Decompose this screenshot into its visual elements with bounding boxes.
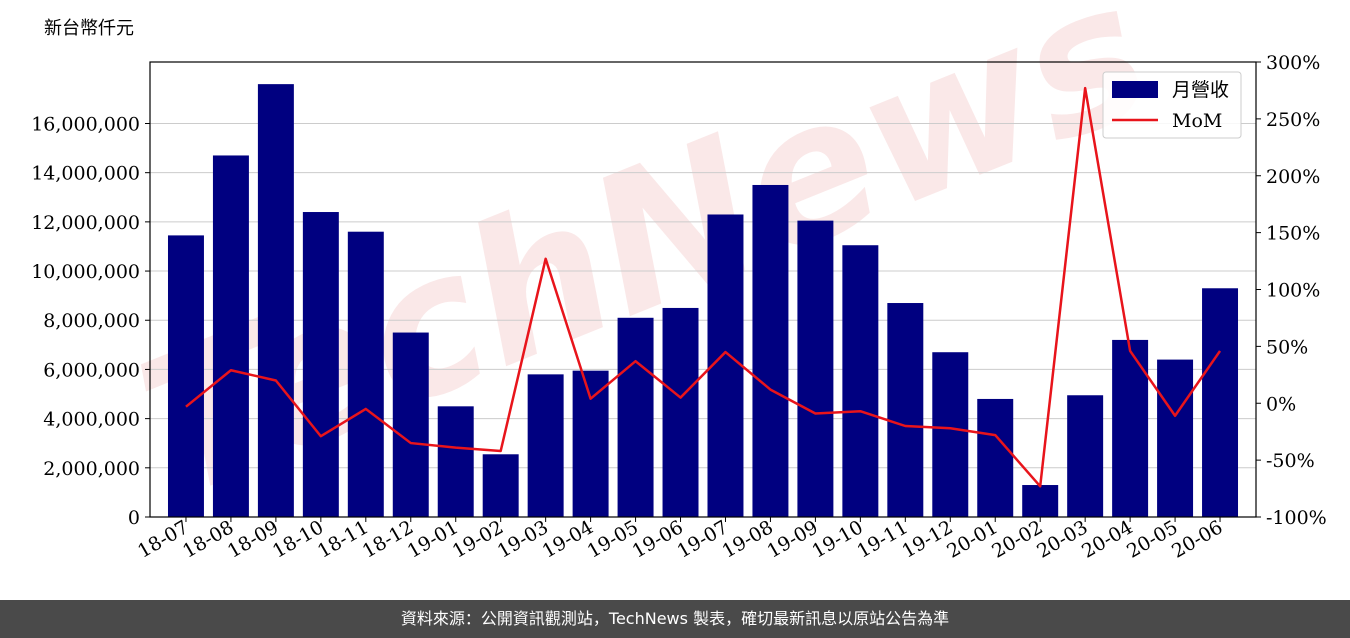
y-axis-unit-label: 新台幣仟元 [44, 18, 134, 39]
y-left-tick-label: 14,000,000 [31, 163, 140, 185]
x-tick-label: 20-02 [988, 516, 1046, 562]
mom-series [185, 86, 1222, 488]
y-right-tick-label: 0% [1266, 393, 1296, 415]
revenue-chart: TechNews 02,000,0004,000,0006,000,0008,0… [31, 0, 1327, 563]
x-tick-label: 19-10 [808, 516, 866, 562]
bar-19-08 [752, 184, 789, 518]
legend-label-revenue: 月營收 [1172, 79, 1229, 101]
x-tick-label: 20-05 [1123, 516, 1181, 562]
bar-19-12 [932, 352, 969, 517]
x-tick-label: 19-01 [404, 516, 462, 562]
x-tick-label: 19-08 [718, 516, 776, 562]
x-tick-label: 19-02 [449, 516, 507, 562]
bar-18-12 [392, 332, 429, 517]
bar-19-02 [482, 454, 519, 517]
mom-line [185, 86, 1222, 488]
legend-bar-swatch [1112, 81, 1158, 98]
bar-series [167, 84, 1239, 518]
bar-20-02 [1022, 485, 1059, 517]
y-left-tick-label: 16,000,000 [31, 113, 140, 135]
bar-18-10 [302, 212, 339, 517]
bar-20-06 [1202, 288, 1239, 517]
legend-label-mom: MoM [1172, 110, 1222, 132]
bar-19-03 [527, 374, 564, 517]
legend: 月營收 MoM [1102, 71, 1242, 139]
bar-19-09 [797, 220, 834, 517]
y-right-tick-label: 100% [1266, 280, 1320, 302]
bar-18-08 [212, 155, 249, 517]
y-left-tick-label: 6,000,000 [43, 359, 140, 381]
bar-19-04 [572, 370, 609, 517]
bar-19-05 [617, 317, 654, 517]
bar-20-04 [1112, 339, 1149, 517]
bar-20-05 [1157, 359, 1194, 517]
y-left-tick-label: 12,000,000 [31, 212, 140, 234]
y-left-tick-label: 2,000,000 [43, 458, 140, 480]
x-tick-label: 18-12 [359, 516, 417, 562]
x-tick-label: 20-04 [1078, 516, 1136, 562]
x-tick-label: 19-06 [629, 516, 687, 562]
x-tick-label: 19-04 [539, 516, 597, 562]
x-tick-label: 19-12 [898, 516, 956, 562]
x-tick-label: 18-07 [134, 516, 192, 562]
y-left-tick-label: 10,000,000 [31, 261, 140, 283]
y-right-tick-label: -100% [1266, 507, 1327, 529]
bar-20-03 [1067, 395, 1104, 517]
bar-19-01 [437, 406, 474, 517]
y-right-tick-label: 250% [1266, 109, 1320, 131]
y-right-tick-label: 300% [1266, 52, 1320, 74]
bar-19-06 [662, 307, 699, 517]
y-left-tick-label: 8,000,000 [43, 310, 140, 332]
y-left-tick-label: 4,000,000 [43, 409, 140, 431]
x-tick-label: 19-11 [853, 516, 911, 562]
x-tick-label: 20-06 [1168, 516, 1226, 562]
bar-19-10 [842, 245, 879, 517]
x-tick-label: 18-11 [314, 516, 372, 562]
bar-20-01 [977, 398, 1014, 517]
x-tick-label: 20-01 [943, 516, 1001, 562]
x-tick-label: 19-05 [584, 516, 642, 562]
bar-19-11 [887, 303, 924, 517]
x-tick-label: 19-07 [674, 516, 732, 562]
y-left-tick-label: 0 [128, 507, 140, 529]
bar-18-09 [257, 84, 294, 517]
bar-18-07 [167, 235, 204, 517]
source-footer: 資料來源：公開資訊觀測站，TechNews 製表，確切最新訊息以原站公告為準 [0, 600, 1350, 638]
x-tick-label: 19-03 [494, 516, 552, 562]
x-tick-label: 18-10 [269, 516, 327, 562]
x-tick-label: 20-03 [1033, 516, 1091, 562]
y-right-tick-label: 150% [1266, 223, 1320, 245]
y-right-tick-label: 200% [1266, 166, 1320, 188]
y-right-tick-label: 50% [1266, 336, 1308, 358]
y-right-tick-label: -50% [1266, 450, 1315, 472]
bar-18-11 [347, 231, 384, 517]
x-tick-label: 19-09 [763, 516, 821, 562]
